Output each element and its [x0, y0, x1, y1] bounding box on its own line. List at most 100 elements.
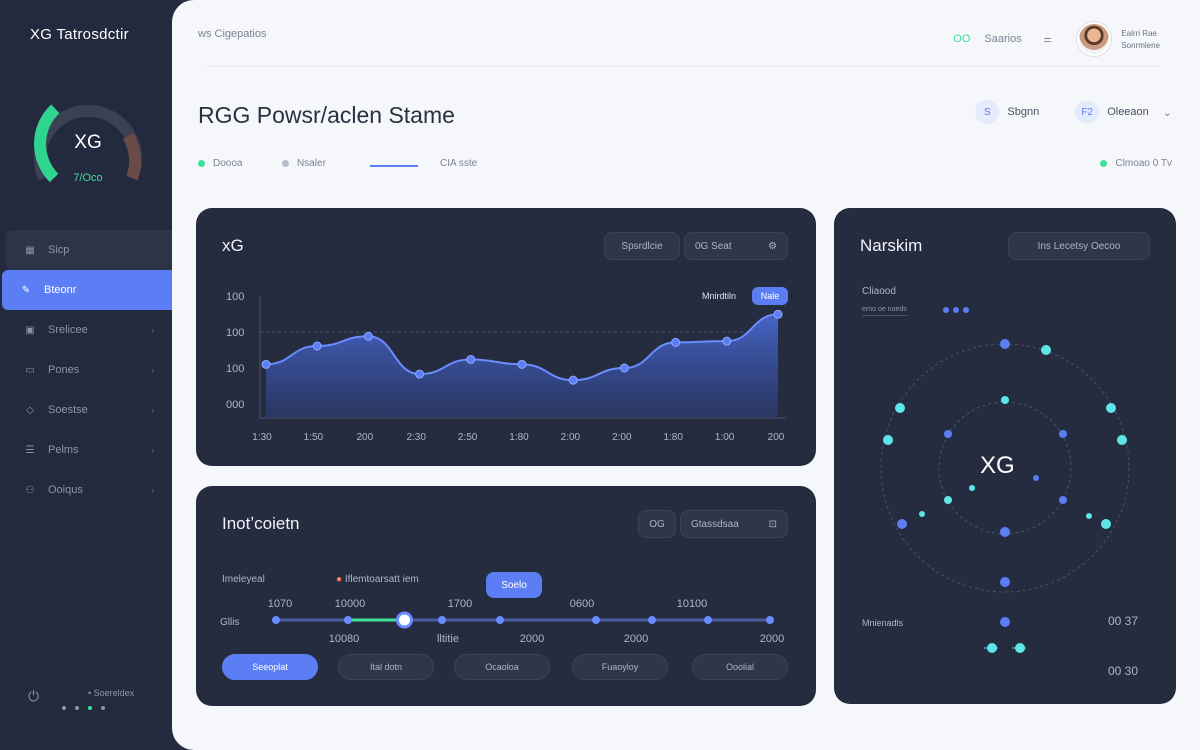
sidebar-item-label: Sicp [48, 244, 70, 256]
network-node[interactable] [1106, 403, 1116, 413]
track-marker[interactable] [766, 616, 774, 624]
x-tick-label: 1:30 [252, 432, 272, 443]
track-marker[interactable] [648, 616, 656, 624]
avatar[interactable] [1077, 22, 1112, 56]
network-node[interactable] [944, 430, 952, 438]
legend-dot [198, 160, 205, 167]
calendar-icon: ⊡ [768, 518, 777, 530]
network-node[interactable] [1101, 519, 1111, 529]
data-point[interactable] [312, 341, 322, 351]
sign-icon[interactable]: S [975, 100, 1000, 124]
network-node[interactable] [1000, 527, 1010, 537]
network-node[interactable] [895, 403, 905, 413]
status-indicator: Clmoao 0 Tv [1100, 158, 1172, 169]
x-tick-label: 1:80 [509, 432, 529, 443]
sidebar-item-soestse[interactable]: ◇ Soestse › [6, 390, 174, 430]
track-marker[interactable] [592, 616, 600, 624]
breadcrumb[interactable]: ws Cigepatios [198, 28, 267, 40]
network-node[interactable] [1000, 577, 1010, 587]
network-node[interactable] [1059, 430, 1067, 438]
network-node[interactable] [1059, 496, 1067, 504]
options-dropdown[interactable]: Oleeaon [1107, 106, 1149, 118]
network-node[interactable] [953, 307, 959, 313]
data-point[interactable] [568, 375, 578, 385]
data-point[interactable] [517, 359, 527, 369]
timeline-card: Inotʼcoietn OG Gtassdsaa ⊡ Imeleyeal ● I… [196, 486, 816, 706]
network-node[interactable] [969, 485, 975, 491]
chart-filter-button[interactable]: Spsrdlcie [604, 232, 680, 260]
network-node[interactable] [1041, 345, 1051, 355]
search-button[interactable]: Saarios [984, 33, 1022, 45]
legend-label: Nsaler [297, 158, 326, 169]
track-marker[interactable] [496, 616, 504, 624]
status-badge[interactable]: OO [953, 33, 971, 45]
network-node[interactable] [897, 519, 907, 529]
timeline-track[interactable]: 1070 10000 1700 0600 10100 Gllis 10080 lltitie 2… [196, 486, 816, 706]
data-point[interactable] [415, 369, 425, 379]
data-point[interactable] [619, 363, 629, 373]
data-point[interactable] [773, 309, 783, 319]
select-pill[interactable]: Soelo [486, 572, 542, 598]
timeline-button[interactable]: Ocaoloa [454, 654, 550, 680]
network-node[interactable] [1000, 339, 1010, 349]
menu-icon[interactable]: = [1043, 31, 1052, 47]
sidebar-item-bteonr[interactable]: ✎ Bteonr [2, 270, 172, 310]
data-point[interactable] [722, 336, 732, 346]
sidebar-item-ooiqus[interactable]: ⚇ Ooiqus › [6, 470, 174, 510]
sidebar-footer[interactable]: ⏻ • Soereldex [28, 686, 158, 716]
x-tick-label: 200 [356, 432, 373, 443]
chevron-down-icon[interactable]: ⌄ [1162, 106, 1172, 119]
data-point[interactable] [363, 331, 373, 341]
network-node[interactable] [919, 511, 925, 517]
timeline-button[interactable]: Seeoplat [222, 654, 318, 680]
timeline-button[interactable]: Fuaoyloy [572, 654, 668, 680]
user-info[interactable]: Ealrri Rae Sonrmlene [1121, 29, 1160, 50]
network-value: 00 30 [1108, 664, 1139, 678]
network-legend: Cliaood [862, 286, 896, 297]
og-button[interactable]: OG [638, 510, 676, 538]
list-icon: ☰ [25, 444, 35, 456]
network-node[interactable] [1086, 513, 1092, 519]
x-tick-label: 2:30 [406, 432, 426, 443]
power-icon[interactable]: ⏻ [28, 688, 40, 704]
sidebar-item-srelicee[interactable]: ▣ Srelicee › [6, 310, 174, 350]
network-node[interactable] [1117, 435, 1127, 445]
sign-button[interactable]: Sbgnn [1007, 106, 1040, 118]
chart-tag-pill[interactable] [752, 287, 788, 305]
legend-line [370, 165, 418, 167]
sidebar-item-pelms[interactable]: ☰ Pelms › [6, 430, 174, 470]
network-filter-button[interactable]: Ins Lecetsy Oecoo [1008, 232, 1150, 260]
data-point[interactable] [466, 354, 476, 364]
page-dots [62, 706, 105, 710]
timeline-button[interactable]: Ooolial [692, 654, 788, 680]
network-node[interactable] [1001, 396, 1009, 404]
network-node[interactable] [944, 496, 952, 504]
network-node[interactable] [963, 307, 969, 313]
track-marker[interactable] [704, 616, 712, 624]
track-marker[interactable] [272, 616, 280, 624]
track-marker[interactable] [438, 616, 446, 624]
timeline-bottom-tick: 10080 [329, 633, 360, 645]
network-node[interactable] [883, 435, 893, 445]
data-point[interactable] [261, 359, 271, 369]
chevron-right-icon: › [151, 325, 154, 335]
page-title: RGG Powsr/aclen Stame [198, 102, 455, 128]
network-node[interactable] [943, 307, 949, 313]
track-marker[interactable] [344, 616, 352, 624]
timeline-bottom-tick: lltitie [437, 633, 459, 645]
network-node[interactable] [1000, 617, 1010, 627]
sidebar-item-sicp[interactable]: ▦ Sicp [6, 230, 174, 270]
chart-range-button[interactable]: 0G Seat ⚙ [684, 232, 788, 260]
timeline-button[interactable]: Ital dotn [338, 654, 434, 680]
timeline-top-tick: 1070 [268, 598, 292, 610]
data-point[interactable] [671, 337, 681, 347]
timeline-bottom-tick: 2000 [624, 633, 648, 645]
sidebar-item-pones[interactable]: ▭ Pones › [6, 350, 174, 390]
network-node[interactable] [1033, 475, 1039, 481]
network-legend-sub: erno oe noeds [862, 306, 907, 316]
timeline-dropdown[interactable]: Gtassdsaa ⊡ [680, 510, 788, 538]
f2-icon[interactable]: F2 [1075, 100, 1100, 124]
sidebar: XG Tatrosdctir XG 7/Oco ▦ Sicp ✎ Bteonr … [0, 0, 180, 750]
network-bottom-label: Mnienadls [862, 618, 904, 628]
track-handle[interactable] [395, 611, 413, 629]
